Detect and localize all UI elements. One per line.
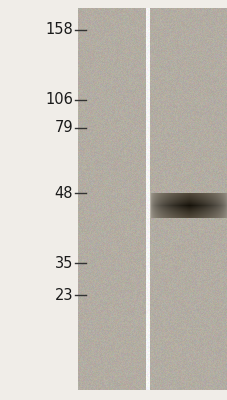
Text: 79: 79 [54, 120, 73, 136]
Text: 35: 35 [54, 256, 73, 270]
Text: 23: 23 [54, 288, 73, 302]
Text: 106: 106 [45, 92, 73, 108]
Text: 158: 158 [45, 22, 73, 38]
Text: 48: 48 [54, 186, 73, 200]
